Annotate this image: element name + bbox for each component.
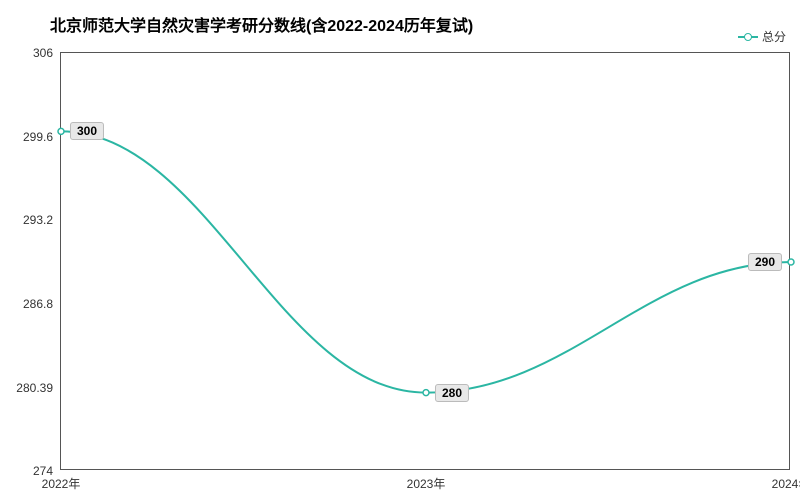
data-label: 300: [70, 122, 104, 140]
legend: 总分: [738, 28, 786, 45]
chart-title: 北京师范大学自然灾害学考研分数线(含2022-2024历年复试): [50, 12, 473, 36]
y-tick-label: 293.2: [23, 213, 61, 227]
y-tick-label: 280.39: [16, 381, 61, 395]
legend-swatch: [738, 36, 758, 38]
y-tick-label: 299.6: [23, 130, 61, 144]
x-tick-label: 2024年: [772, 469, 800, 492]
data-label: 290: [748, 253, 782, 271]
series-line: [61, 53, 791, 471]
data-label: 280: [435, 384, 469, 402]
plot-area: 274280.39286.8293.2299.63062022年2023年202…: [60, 52, 790, 470]
x-tick-label: 2022年: [42, 469, 81, 492]
x-tick-label: 2023年: [407, 469, 446, 492]
y-tick-label: 286.8: [23, 297, 61, 311]
chart-container: 北京师范大学自然灾害学考研分数线(含2022-2024历年复试) 总分 2742…: [0, 0, 800, 500]
legend-label: 总分: [762, 28, 786, 45]
y-tick-label: 306: [33, 46, 61, 60]
